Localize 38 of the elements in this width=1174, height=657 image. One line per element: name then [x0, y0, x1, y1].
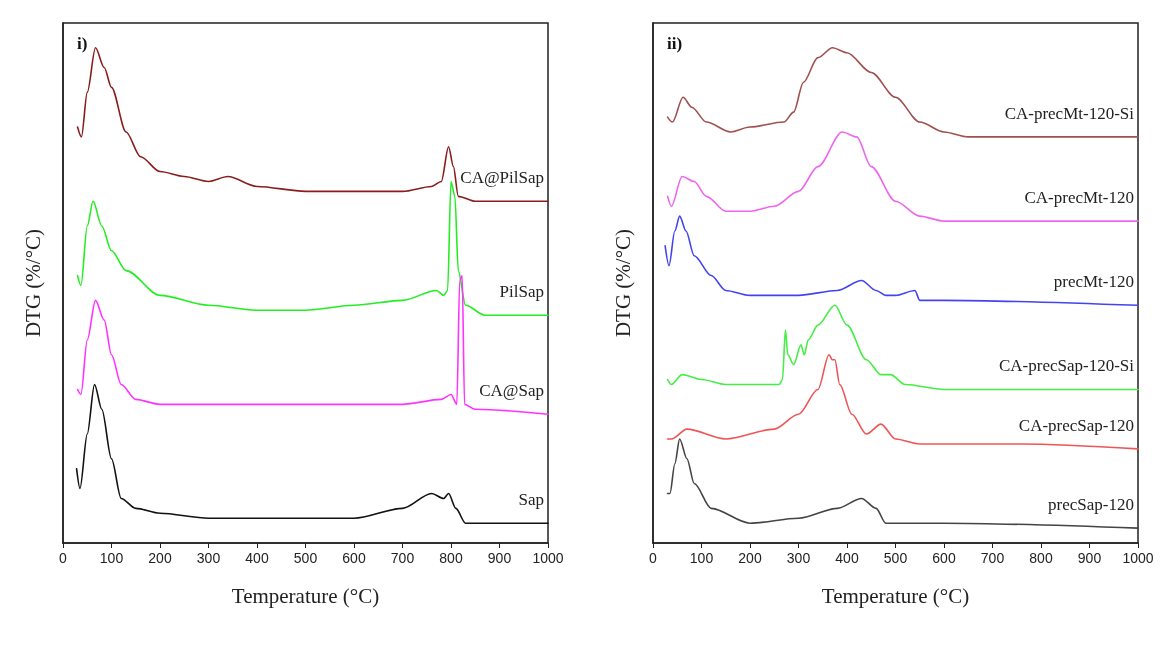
x-tick-label: 600	[342, 550, 366, 566]
x-tick-label: 600	[932, 550, 956, 566]
x-tick-label: 400	[245, 550, 269, 566]
x-tick-label: 200	[148, 550, 172, 566]
series-label: CA-precMt-120	[1024, 188, 1134, 208]
x-tick-label: 700	[980, 550, 1005, 566]
x-tick-label: 1000	[1122, 550, 1154, 566]
chart-title: ii)	[667, 34, 683, 53]
series-label: CA-precSap-120	[1018, 415, 1134, 435]
x-axis-title: Temperature (°C)	[821, 583, 970, 608]
x-tick-label: 400	[835, 550, 859, 566]
series-label: precMt-120	[1053, 272, 1134, 292]
x-tick-label: 200	[738, 550, 762, 566]
series-label: Sap	[518, 490, 544, 510]
series-label: CA-precMt-120-Si	[1004, 103, 1135, 123]
x-tick-label: 700	[390, 550, 415, 566]
series-label: precSap-120	[1048, 495, 1134, 515]
x-tick-label: 500	[883, 550, 908, 566]
x-tick-label: 500	[293, 550, 318, 566]
series-label: CA-precSap-120-Si	[998, 356, 1135, 376]
series-label: CA@PilSap	[460, 168, 544, 188]
chart-title: i)	[77, 34, 88, 53]
x-tick-label: 300	[786, 550, 811, 566]
x-tick-label: 900	[1077, 550, 1102, 566]
x-tick-label: 800	[439, 550, 463, 566]
x-tick-label: 100	[689, 550, 714, 566]
y-axis-title: DTG (%/°C)	[20, 228, 45, 338]
x-tick-label: 100	[99, 550, 124, 566]
x-tick-label: 900	[487, 550, 512, 566]
x-tick-label: 1000	[532, 550, 564, 566]
x-tick-label: 0	[649, 550, 658, 566]
series-label: CA@Sap	[479, 381, 544, 401]
x-tick-label: 800	[1029, 550, 1053, 566]
x-axis-title: Temperature (°C)	[231, 583, 380, 608]
series-label: PilSap	[499, 282, 544, 302]
x-tick-label: 300	[196, 550, 221, 566]
x-tick-label: 0	[59, 550, 68, 566]
y-axis-title: DTG (%/°C)	[610, 228, 635, 338]
